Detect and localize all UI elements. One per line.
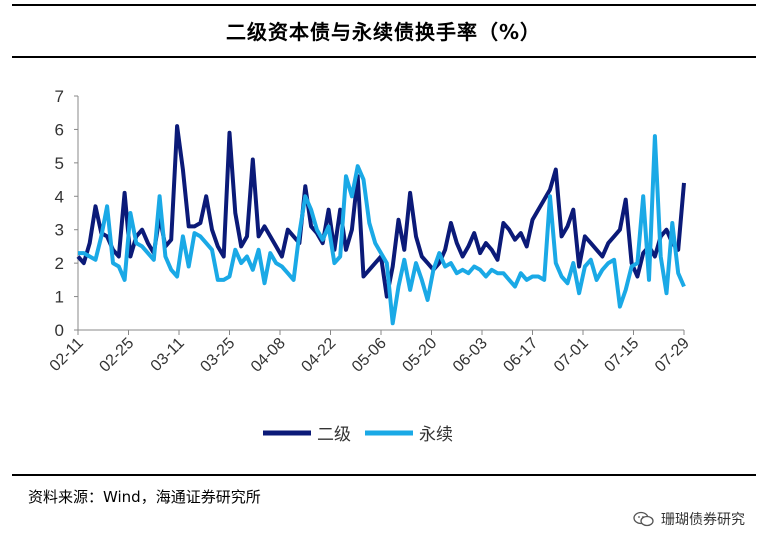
y-tick-label: 7 xyxy=(55,87,64,106)
bottom-rule xyxy=(12,474,756,476)
legend-label-二级: 二级 xyxy=(317,425,351,445)
x-tick-label: 04-08 xyxy=(248,335,289,376)
watermark-text: 珊瑚债券研究 xyxy=(661,512,745,528)
x-tick-label: 05-06 xyxy=(349,335,390,376)
top-rule xyxy=(12,4,756,6)
y-tick-label: 2 xyxy=(55,254,64,273)
legend: 二级 永续 xyxy=(263,425,453,445)
y-tick-label: 0 xyxy=(55,321,64,340)
y-tick-label: 4 xyxy=(55,187,64,206)
x-tick-label: 06-03 xyxy=(450,335,491,376)
chart-title: 二级资本债与永续债换手率（%） xyxy=(225,20,542,44)
x-tick-label: 07-29 xyxy=(652,335,693,376)
x-tick-label: 03-25 xyxy=(197,335,238,376)
y-tick-label: 5 xyxy=(55,154,64,173)
x-tick-label: 02-11 xyxy=(47,335,87,375)
plot-area xyxy=(76,124,686,326)
y-tick-label: 6 xyxy=(55,120,64,139)
x-tick-label: 07-01 xyxy=(551,335,592,376)
x-tick-label: 03-11 xyxy=(148,335,188,375)
source-note: 资料来源：Wind，海通证券研究所 xyxy=(28,488,261,506)
wechat-watermark: 珊瑚债券研究 xyxy=(633,509,745,529)
x-tick-label: 04-22 xyxy=(298,335,339,376)
y-tick-label: 3 xyxy=(55,221,64,240)
x-tick-label: 05-20 xyxy=(399,335,440,376)
legend-label-永续: 永续 xyxy=(419,425,453,445)
title-rule xyxy=(12,56,756,58)
x-tick-label: 06-17 xyxy=(500,335,541,376)
series-line-永续 xyxy=(78,134,686,326)
y-tick-label: 1 xyxy=(55,288,64,307)
x-tick-label: 02-25 xyxy=(96,335,137,376)
x-tick-label: 07-15 xyxy=(601,335,642,376)
wechat-icon xyxy=(633,511,654,527)
